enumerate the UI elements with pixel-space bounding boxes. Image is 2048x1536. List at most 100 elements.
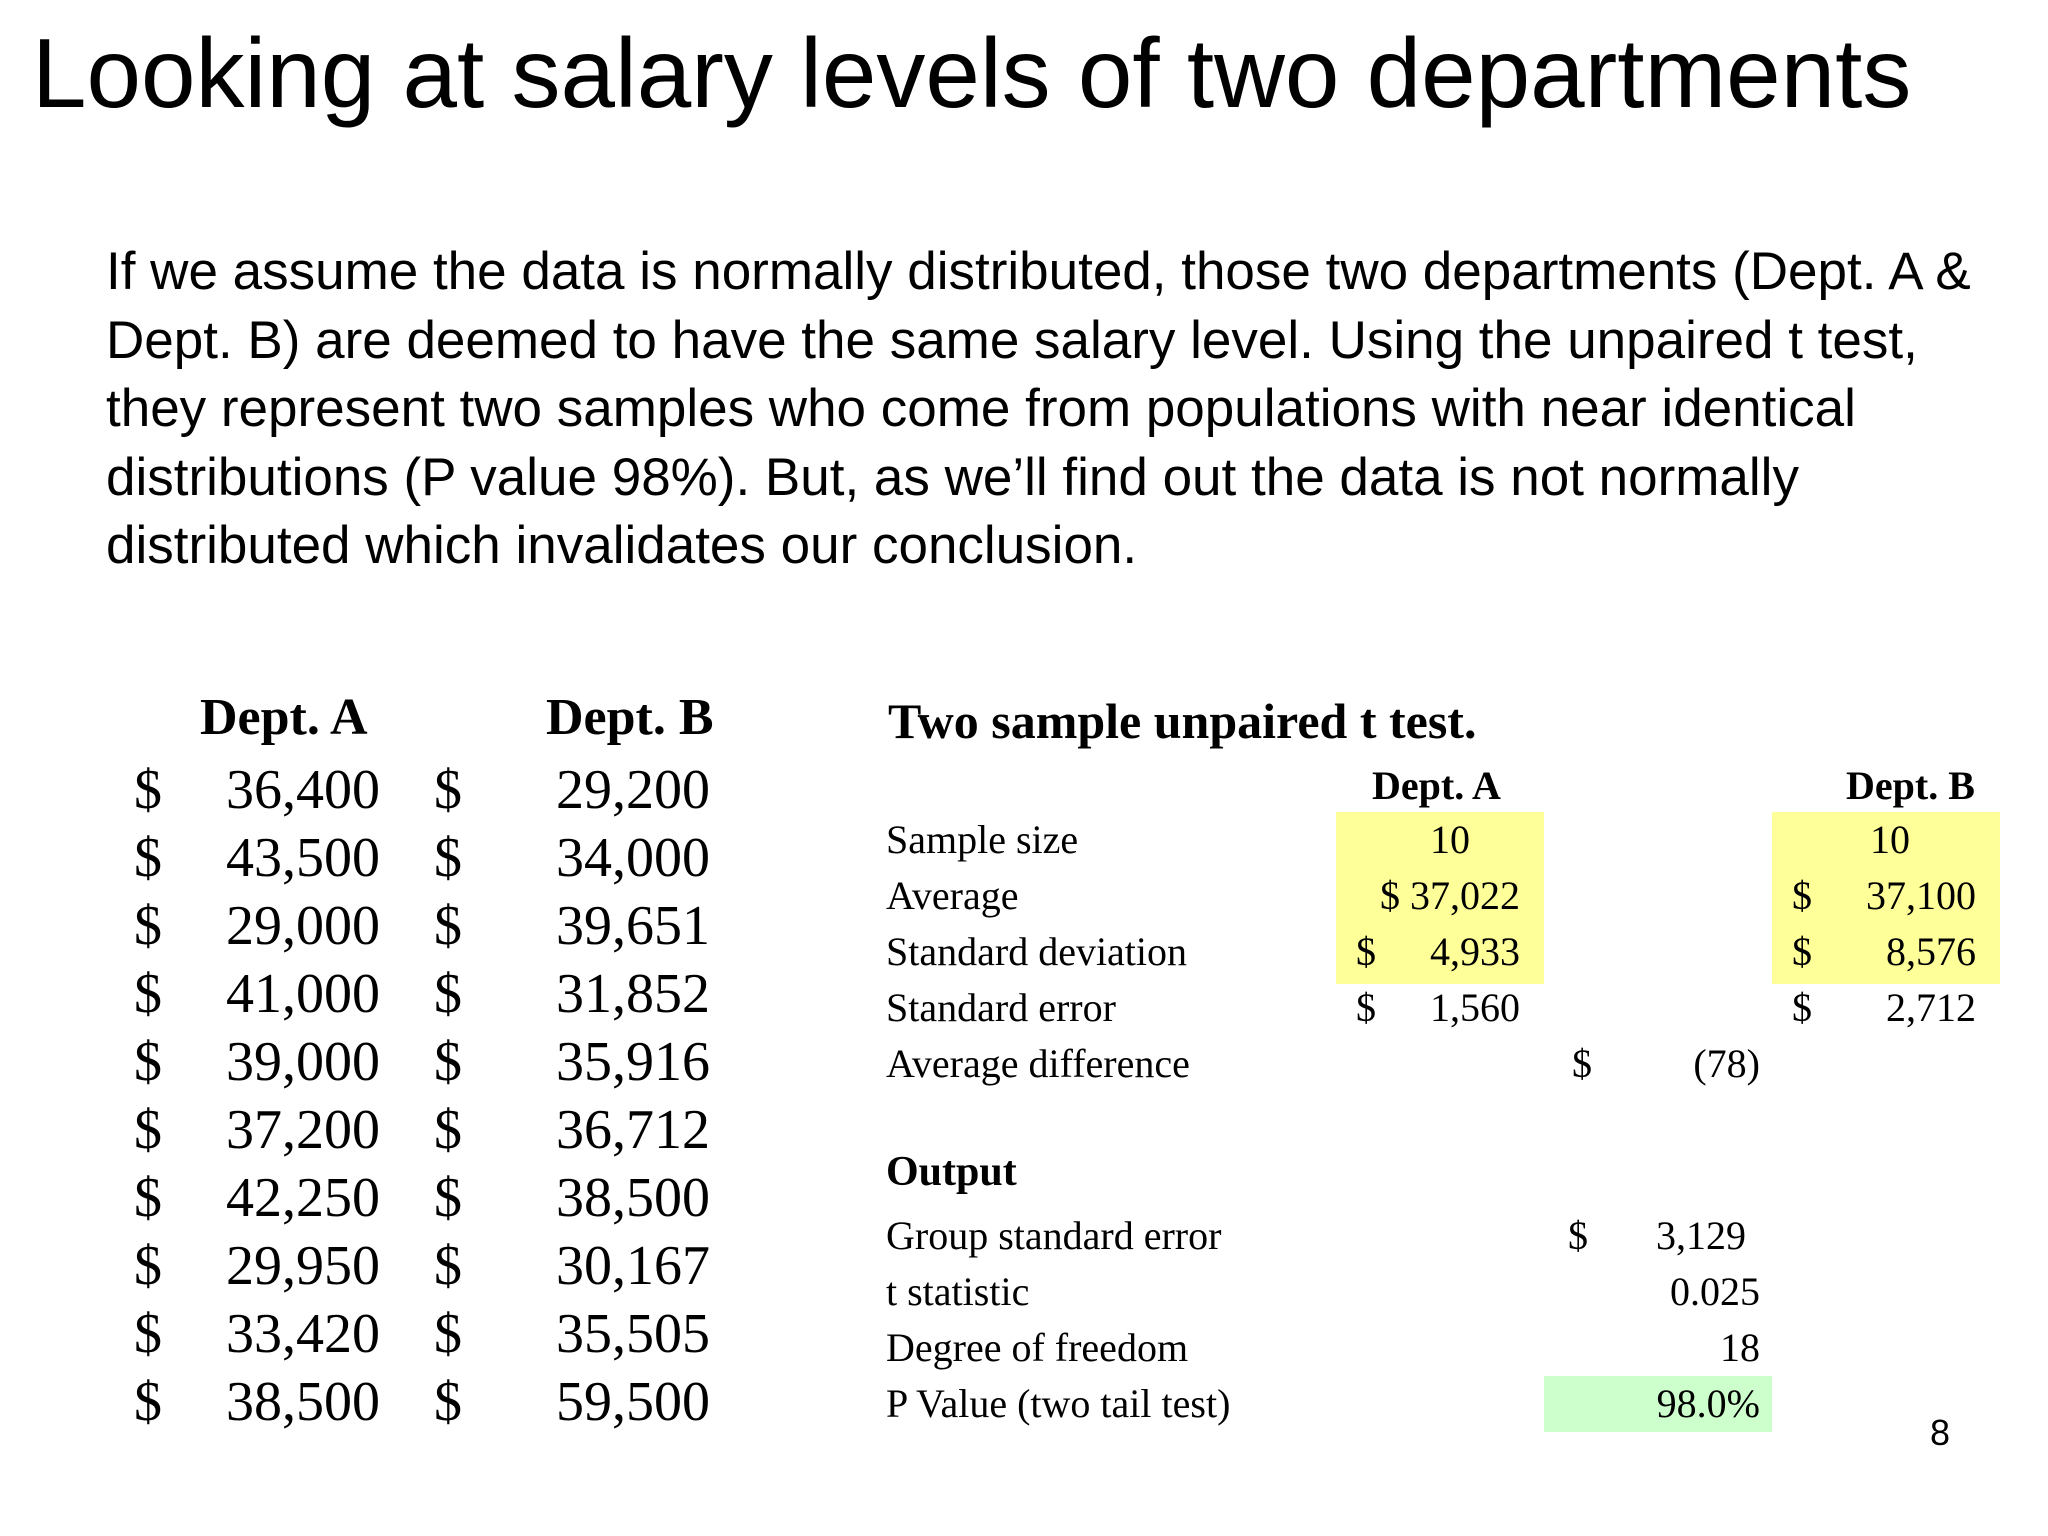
currency-symbol: $ <box>134 759 162 821</box>
salary-value-a: 43,500 <box>226 827 380 889</box>
output-heading: Output <box>886 1149 1017 1195</box>
salary-value-a: 37,200 <box>226 1099 380 1161</box>
row-label: Standard error <box>886 985 1116 1030</box>
salary-value-a: 29,000 <box>226 895 380 957</box>
dept-a-value: 1,560 <box>1430 985 1520 1030</box>
salary-value-a: 42,250 <box>226 1167 380 1229</box>
page-number: 8 <box>1929 1412 1950 1453</box>
table-row: $ 43,500 $ 34,000 <box>0 824 760 892</box>
salary-value-a: 36,400 <box>226 759 380 821</box>
currency-symbol: $ <box>434 895 462 957</box>
row-label: Average difference <box>886 1041 1190 1086</box>
highlight-dept-b <box>1772 812 2000 984</box>
salary-value-a: 33,420 <box>226 1303 380 1365</box>
table-row: $ 42,250 $ 38,500 <box>0 1164 760 1232</box>
column-header-dept-b: Dept. B <box>546 689 714 746</box>
ttest-output-row: P Value (two tail test) 98.0% <box>0 1376 2048 1432</box>
row-label: P Value (two tail test) <box>886 1381 1231 1426</box>
currency-symbol: $ <box>134 1235 162 1297</box>
currency-symbol: $ <box>134 1303 162 1365</box>
salary-value-a: 29,950 <box>226 1235 380 1297</box>
currency-symbol: $ <box>434 759 462 821</box>
ttest-output-row: Group standard error $ 3,129 <box>0 1208 2048 1264</box>
dept-b-currency: $ <box>1792 985 1812 1030</box>
table-row: $ 38,500 $ 59,500 <box>0 1368 760 1436</box>
output-currency: $ <box>1568 1213 1588 1258</box>
row-label: t statistic <box>886 1269 1030 1314</box>
row-label: Group standard error <box>886 1213 1222 1258</box>
row-label: Sample size <box>886 817 1079 862</box>
salary-value-b: 31,852 <box>556 963 710 1025</box>
table-row: $ 39,000 $ 35,916 <box>0 1028 760 1096</box>
dept-a-value: 4,933 <box>1430 929 1520 974</box>
table-row: $ 36,400 $ 29,200 <box>0 756 760 824</box>
dept-b-value: 8,576 <box>1886 929 1976 974</box>
currency-symbol: $ <box>434 1235 462 1297</box>
currency-symbol: $ <box>434 1303 462 1365</box>
dept-b-value: 10 <box>1870 817 1910 862</box>
dept-b-value: 2,712 <box>1886 985 1976 1030</box>
dept-b-value: 37,100 <box>1866 873 1976 918</box>
salary-value-b: 30,167 <box>556 1235 710 1297</box>
p-value: 98.0% <box>1656 1381 1760 1426</box>
column-header-dept-a: Dept. A <box>200 689 368 746</box>
ttest-output-row: Degree of freedom 18 <box>0 1320 2048 1376</box>
avg-diff-currency: $ <box>1572 1041 1592 1086</box>
ttest-row: Average difference $ (78) <box>0 1036 2048 1092</box>
table-row: $ 29,000 $ 39,651 <box>0 892 760 960</box>
currency-symbol: $ <box>134 827 162 889</box>
dept-b-currency: $ <box>1792 873 1812 918</box>
highlight-dept-a <box>1336 812 1544 984</box>
currency-symbol: $ <box>134 1031 162 1093</box>
currency-symbol: $ <box>134 1167 162 1229</box>
intro-paragraph: If we assume the data is normally distri… <box>106 242 1971 575</box>
ttest-row: Sample size 10 10 <box>0 812 2048 868</box>
salary-value-b: 36,712 <box>556 1099 710 1161</box>
currency-symbol: $ <box>434 1371 462 1433</box>
ttest-row: Average $ 37,022 $ 37,100 <box>0 868 2048 924</box>
salary-value-b: 38,500 <box>556 1167 710 1229</box>
salary-value-b: 35,916 <box>556 1031 710 1093</box>
salary-value-b: 39,651 <box>556 895 710 957</box>
dept-b-currency: $ <box>1792 929 1812 974</box>
salary-value-b: 35,505 <box>556 1303 710 1365</box>
row-label: Standard deviation <box>886 929 1188 974</box>
ttest-output-row: t statistic 0.025 <box>0 1264 2048 1320</box>
salary-value-b: 34,000 <box>556 827 710 889</box>
ttest-row: Standard deviation $ 4,933 $ 8,576 <box>0 924 2048 980</box>
currency-symbol: $ <box>134 1371 162 1433</box>
salary-value-b: 59,500 <box>556 1371 710 1433</box>
avg-diff-value: (78) <box>1693 1041 1760 1086</box>
salary-value-a: 41,000 <box>226 963 380 1025</box>
salary-value-b: 29,200 <box>556 759 710 821</box>
currency-symbol: $ <box>434 827 462 889</box>
row-label: Degree of freedom <box>886 1325 1189 1370</box>
currency-symbol: $ <box>434 963 462 1025</box>
ttest-title: Two sample unpaired t test. <box>888 693 1477 749</box>
output-value: 18 <box>1720 1325 1760 1370</box>
currency-symbol: $ <box>134 963 162 1025</box>
highlight-p-value <box>1544 1376 1772 1432</box>
dept-a-currency: $ <box>1356 985 1376 1030</box>
salary-value-a: 38,500 <box>226 1371 380 1433</box>
table-row: $ 37,200 $ 36,712 <box>0 1096 760 1164</box>
ttest-row: Standard error $ 1,560 $ 2,712 <box>0 980 2048 1036</box>
salary-value-a: 39,000 <box>226 1031 380 1093</box>
slide-title: Looking at salary levels of two departme… <box>32 18 1912 128</box>
output-value: 3,129 <box>1656 1213 1746 1258</box>
table-row: $ 29,950 $ 30,167 <box>0 1232 760 1300</box>
currency-symbol: $ <box>434 1167 462 1229</box>
row-label: Average <box>886 873 1019 918</box>
currency-symbol: $ <box>134 895 162 957</box>
currency-symbol: $ <box>434 1031 462 1093</box>
ttest-header-dept-a: Dept. A <box>1372 763 1501 808</box>
output-value: 0.025 <box>1670 1269 1760 1314</box>
table-row: $ 33,420 $ 35,505 <box>0 1300 760 1368</box>
dept-a-currency: $ <box>1356 929 1376 974</box>
currency-symbol: $ <box>434 1099 462 1161</box>
ttest-header-dept-b: Dept. B <box>1846 763 1975 808</box>
dept-a-value: 10 <box>1430 817 1470 862</box>
table-row: $ 41,000 $ 31,852 <box>0 960 760 1028</box>
currency-symbol: $ <box>134 1099 162 1161</box>
dept-a-value: $ 37,022 <box>1380 873 1520 918</box>
